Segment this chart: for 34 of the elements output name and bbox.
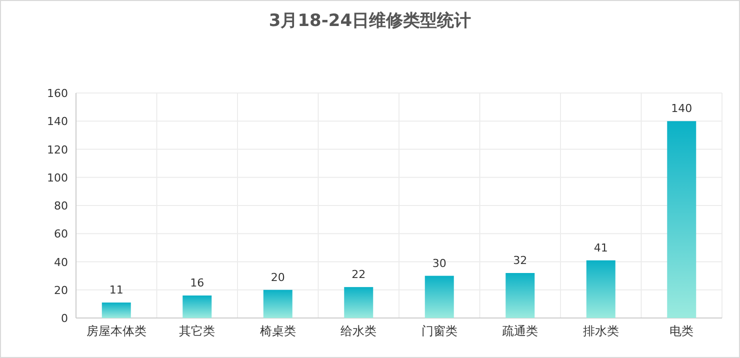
y-tick-label: 80 bbox=[54, 200, 68, 212]
chart-title: 3月18-24日维修类型统计 bbox=[268, 11, 472, 31]
y-tick-label: 120 bbox=[47, 143, 68, 156]
bar bbox=[424, 276, 454, 318]
y-tick-label: 140 bbox=[47, 115, 68, 128]
bar bbox=[182, 296, 212, 318]
y-tick-label: 20 bbox=[54, 284, 68, 297]
bar bbox=[344, 287, 374, 318]
data-label: 30 bbox=[432, 256, 446, 270]
y-tick-label: 60 bbox=[54, 228, 68, 241]
data-label: 140 bbox=[671, 102, 692, 116]
x-tick-label: 门窗类 bbox=[421, 324, 458, 338]
data-label: 11 bbox=[109, 284, 124, 297]
bar bbox=[263, 290, 292, 318]
data-label: 41 bbox=[594, 241, 608, 254]
x-tick-label: 给水类 bbox=[340, 324, 377, 338]
bar bbox=[506, 273, 535, 318]
data-label: 16 bbox=[190, 276, 204, 290]
data-label: 22 bbox=[352, 268, 366, 282]
x-tick-label: 电类 bbox=[670, 324, 694, 338]
y-tick-label: 160 bbox=[47, 87, 68, 100]
data-label: 20 bbox=[270, 270, 285, 284]
x-tick-label: 其它类 bbox=[179, 324, 216, 338]
x-tick-label: 椅桌类 bbox=[260, 324, 296, 338]
y-tick-label: 0 bbox=[61, 312, 68, 325]
bar bbox=[586, 260, 616, 318]
data-label: 32 bbox=[513, 254, 528, 267]
y-tick-label: 100 bbox=[47, 171, 68, 184]
bar bbox=[102, 302, 131, 318]
x-tick-label: 疏通类 bbox=[502, 324, 538, 338]
bar bbox=[667, 121, 696, 318]
x-tick-label: 排水类 bbox=[582, 324, 619, 338]
y-tick-label: 40 bbox=[54, 256, 68, 269]
x-tick-label: 房屋本体类 bbox=[86, 324, 146, 338]
